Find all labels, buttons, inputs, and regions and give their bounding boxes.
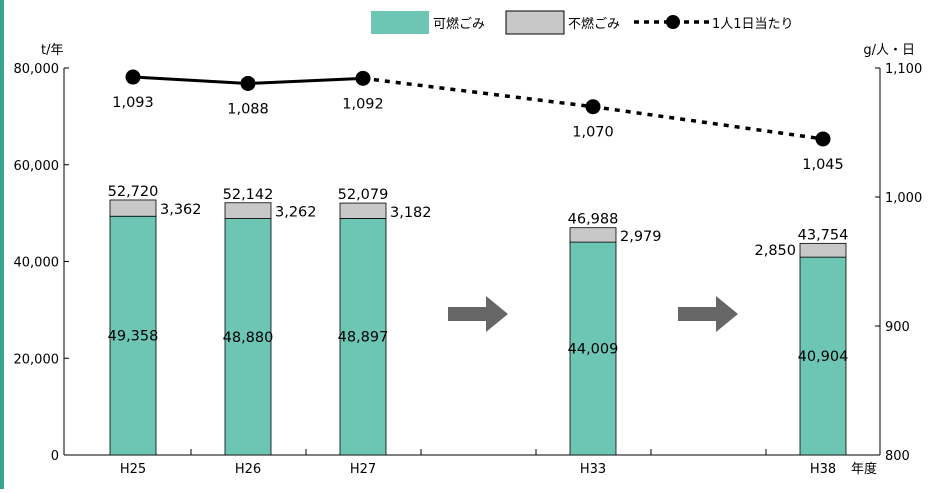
bar-nonburnable	[109, 199, 157, 217]
x-axis-category-label: H38	[810, 462, 836, 477]
line-value-label: 1,088	[227, 101, 269, 117]
line-value-label: 1,045	[802, 157, 844, 173]
legend-nonburnable-label: 不燃ごみ	[568, 16, 620, 32]
burnable-value-label: 48,880	[223, 330, 274, 346]
bar-burnable	[569, 241, 617, 456]
bar-nonburnable	[224, 202, 272, 219]
bar-burnable	[224, 218, 272, 456]
bar-burnable	[109, 215, 157, 456]
y-left-tick-label: 60,000	[14, 159, 60, 174]
legend-burnable-label: 可燃ごみ	[433, 16, 485, 32]
y-right-ticks: 800 900 1,000 1,100	[875, 62, 922, 464]
nonburnable-value-label: 2,979	[620, 229, 662, 245]
bar-nonburnable	[799, 242, 847, 258]
line-segment-solid	[132, 75, 249, 85]
left-accent-bar	[0, 0, 4, 489]
line-value-label: 1,070	[572, 125, 614, 141]
total-value-label: 46,988	[568, 212, 619, 228]
nonburnable-value-label: 2,850	[754, 243, 796, 259]
arrow-shape	[678, 296, 738, 332]
y-right-unit: g/人・日	[863, 43, 915, 58]
line-point	[585, 99, 601, 115]
line-segment-dotted	[592, 104, 824, 141]
y-right-tick-label: 900	[885, 320, 910, 335]
legend-burnable-swatch	[371, 11, 429, 34]
bar-nonburnable	[569, 227, 617, 243]
line-point	[125, 69, 141, 85]
burnable-value-label: 49,358	[108, 329, 159, 345]
line-segment-dotted	[362, 76, 594, 109]
y-right-tick-label: 800	[885, 449, 910, 464]
line-value-label: 1,093	[112, 95, 154, 111]
burnable-value-label: 40,904	[798, 349, 849, 365]
y-right-tick-label: 1,100	[885, 62, 922, 77]
x-axis-category-label: H27	[350, 462, 376, 477]
line-point	[240, 75, 256, 91]
total-value-label: 52,142	[223, 187, 274, 203]
nonburnable-value-label: 3,182	[390, 205, 432, 221]
line-point	[815, 131, 831, 147]
legend-per-person-label: 1人1日当たり	[712, 17, 794, 32]
bar-burnable	[339, 218, 387, 456]
x-axis-category-label: H25	[120, 462, 146, 477]
bar-burnable	[799, 256, 847, 456]
y-left-tick-label: 40,000	[14, 256, 60, 271]
transition-arrows	[448, 296, 738, 332]
line-point	[355, 70, 371, 86]
total-value-label: 43,754	[798, 227, 849, 243]
nonburnable-value-label: 3,362	[160, 202, 202, 218]
bar-nonburnable	[339, 202, 387, 219]
data-labels: 1,093 52,720 49,358 3,362 1,088 52,142 48,880 3…	[108, 95, 849, 365]
total-value-label: 52,720	[108, 184, 159, 200]
burnable-value-label: 48,897	[338, 330, 389, 346]
per-person-line	[125, 69, 831, 147]
legend-nonburnable-swatch	[505, 10, 565, 35]
line-value-label: 1,092	[342, 96, 384, 112]
y-left-ticks: 0 20,000 40,000 60,000 80,000	[14, 62, 69, 464]
y-left-tick-label: 80,000	[14, 62, 60, 77]
x-axis-category-label: H26	[235, 462, 261, 477]
legend: 可燃ごみ 不燃ごみ 1人1日当たり	[371, 10, 794, 35]
burnable-value-label: 44,009	[568, 342, 619, 358]
x-axis-unit: 年度	[851, 461, 877, 477]
line-segment-solid	[247, 76, 364, 85]
x-axis-category-label: H33	[580, 462, 606, 477]
arrow-shape	[448, 296, 508, 332]
y-left-tick-label: 0	[51, 449, 59, 464]
axes	[63, 68, 881, 456]
total-value-label: 52,079	[338, 187, 389, 203]
y-left-tick-label: 20,000	[14, 352, 60, 367]
legend-line-marker	[666, 15, 680, 29]
bars	[109, 199, 847, 456]
y-right-tick-label: 1,000	[885, 191, 922, 206]
nonburnable-value-label: 3,262	[275, 205, 317, 221]
x-axis-ticks: H25 H26 H27 H33 H38	[120, 449, 836, 477]
y-left-unit: t/年	[41, 43, 63, 58]
